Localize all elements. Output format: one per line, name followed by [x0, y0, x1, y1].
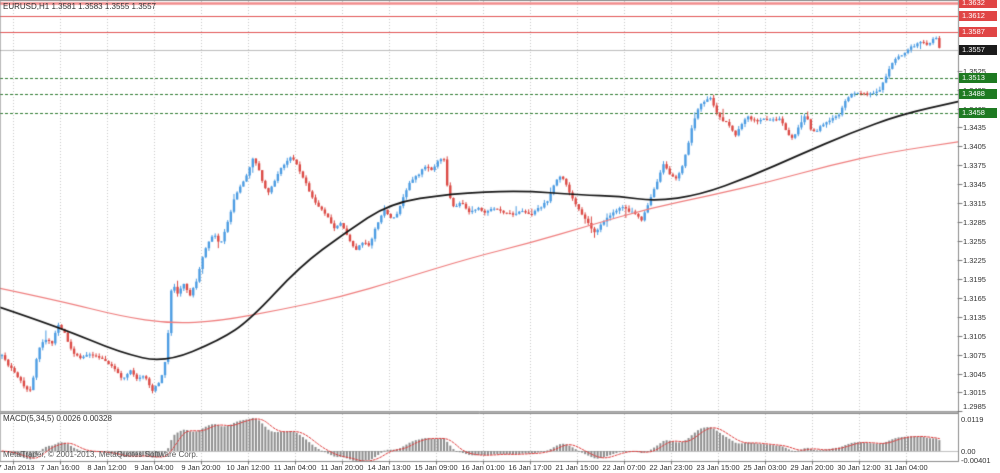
price-tick-label: 1.3075 [963, 350, 986, 360]
support-price-badge: 1.3513 [959, 73, 997, 84]
time-tick-label: 11 Jan 04:00 [273, 463, 317, 472]
price-tick-label: 1.3315 [963, 199, 986, 209]
price-tick-label: 1.3225 [963, 255, 986, 265]
price-tick-label: 1.3405 [963, 142, 986, 152]
time-tick-label: 31 Jan 04:00 [884, 463, 928, 472]
resistance-price-badge: 1.3612 [959, 10, 997, 21]
price-tick-label: 1.3345 [963, 180, 986, 190]
macd-tick-label: 0.0119 [961, 415, 984, 424]
price-tick-label: 1.3165 [963, 293, 986, 303]
price-tick-label: 1.3375 [963, 161, 986, 171]
price-tick-label: 1.3045 [963, 369, 986, 379]
price-tick-label: 1.3105 [963, 331, 986, 341]
resistance-price-badge: 1.3587 [959, 26, 997, 37]
time-tick-label: 30 Jan 12:00 [837, 463, 881, 472]
time-tick-label: 10 Jan 12:00 [226, 463, 270, 472]
time-tick-label: 7 Jan 2013 [0, 463, 35, 472]
price-tick-label: 1.3015 [963, 388, 986, 398]
time-tick-label: 16 Jan 17:00 [508, 463, 552, 472]
time-tick-label: 8 Jan 12:00 [87, 463, 127, 472]
resistance-price-badge: 1.3632 [959, 0, 997, 9]
time-tick-label: 16 Jan 01:00 [461, 463, 505, 472]
time-tick-label: 21 Jan 15:00 [555, 463, 599, 472]
time-tick-label: 25 Jan 03:00 [743, 463, 787, 472]
copyright-text: MetaTrader, © 2001-2013, MetaQuotes Soft… [3, 450, 199, 459]
time-tick-label: 23 Jan 15:00 [696, 463, 740, 472]
price-tick-label: 1.3135 [963, 312, 986, 322]
time-tick-label: 29 Jan 20:00 [790, 463, 834, 472]
macd-tick-label: 0.00 [961, 447, 976, 456]
chart-symbol-ohlc-title: EURUSD,H1 1.3581 1.3583 1.3555 1.3557 [3, 2, 156, 11]
price-tick-label: 1.3195 [963, 274, 986, 284]
time-tick-label: 15 Jan 09:00 [414, 463, 458, 472]
time-tick-label: 22 Jan 23:00 [649, 463, 693, 472]
bid-line-price-badge: 1.3557 [959, 45, 997, 56]
time-tick-label: 9 Jan 20:00 [181, 463, 221, 472]
price-tick-label: 1.2985 [963, 402, 986, 411]
price-tick-label: 1.3285 [963, 218, 986, 228]
time-tick-label: 9 Jan 04:00 [134, 463, 174, 472]
price-tick-label: 1.3525 [963, 66, 986, 76]
price-tick-label: 1.3435 [963, 123, 986, 133]
macd-tick-label: -0.00401 [961, 456, 991, 465]
support-price-badge: 1.3458 [959, 107, 997, 118]
time-tick-label: 11 Jan 20:00 [320, 463, 364, 472]
time-tick-label: 14 Jan 13:00 [367, 463, 411, 472]
support-price-badge: 1.3488 [959, 89, 997, 99]
time-tick-label: 7 Jan 16:00 [40, 463, 80, 472]
macd-indicator-label: MACD(5,34,5) 0.0026 0.00328 [3, 414, 112, 423]
price-tick-label: 1.3255 [963, 237, 986, 246]
time-tick-label: 22 Jan 07:00 [602, 463, 646, 472]
